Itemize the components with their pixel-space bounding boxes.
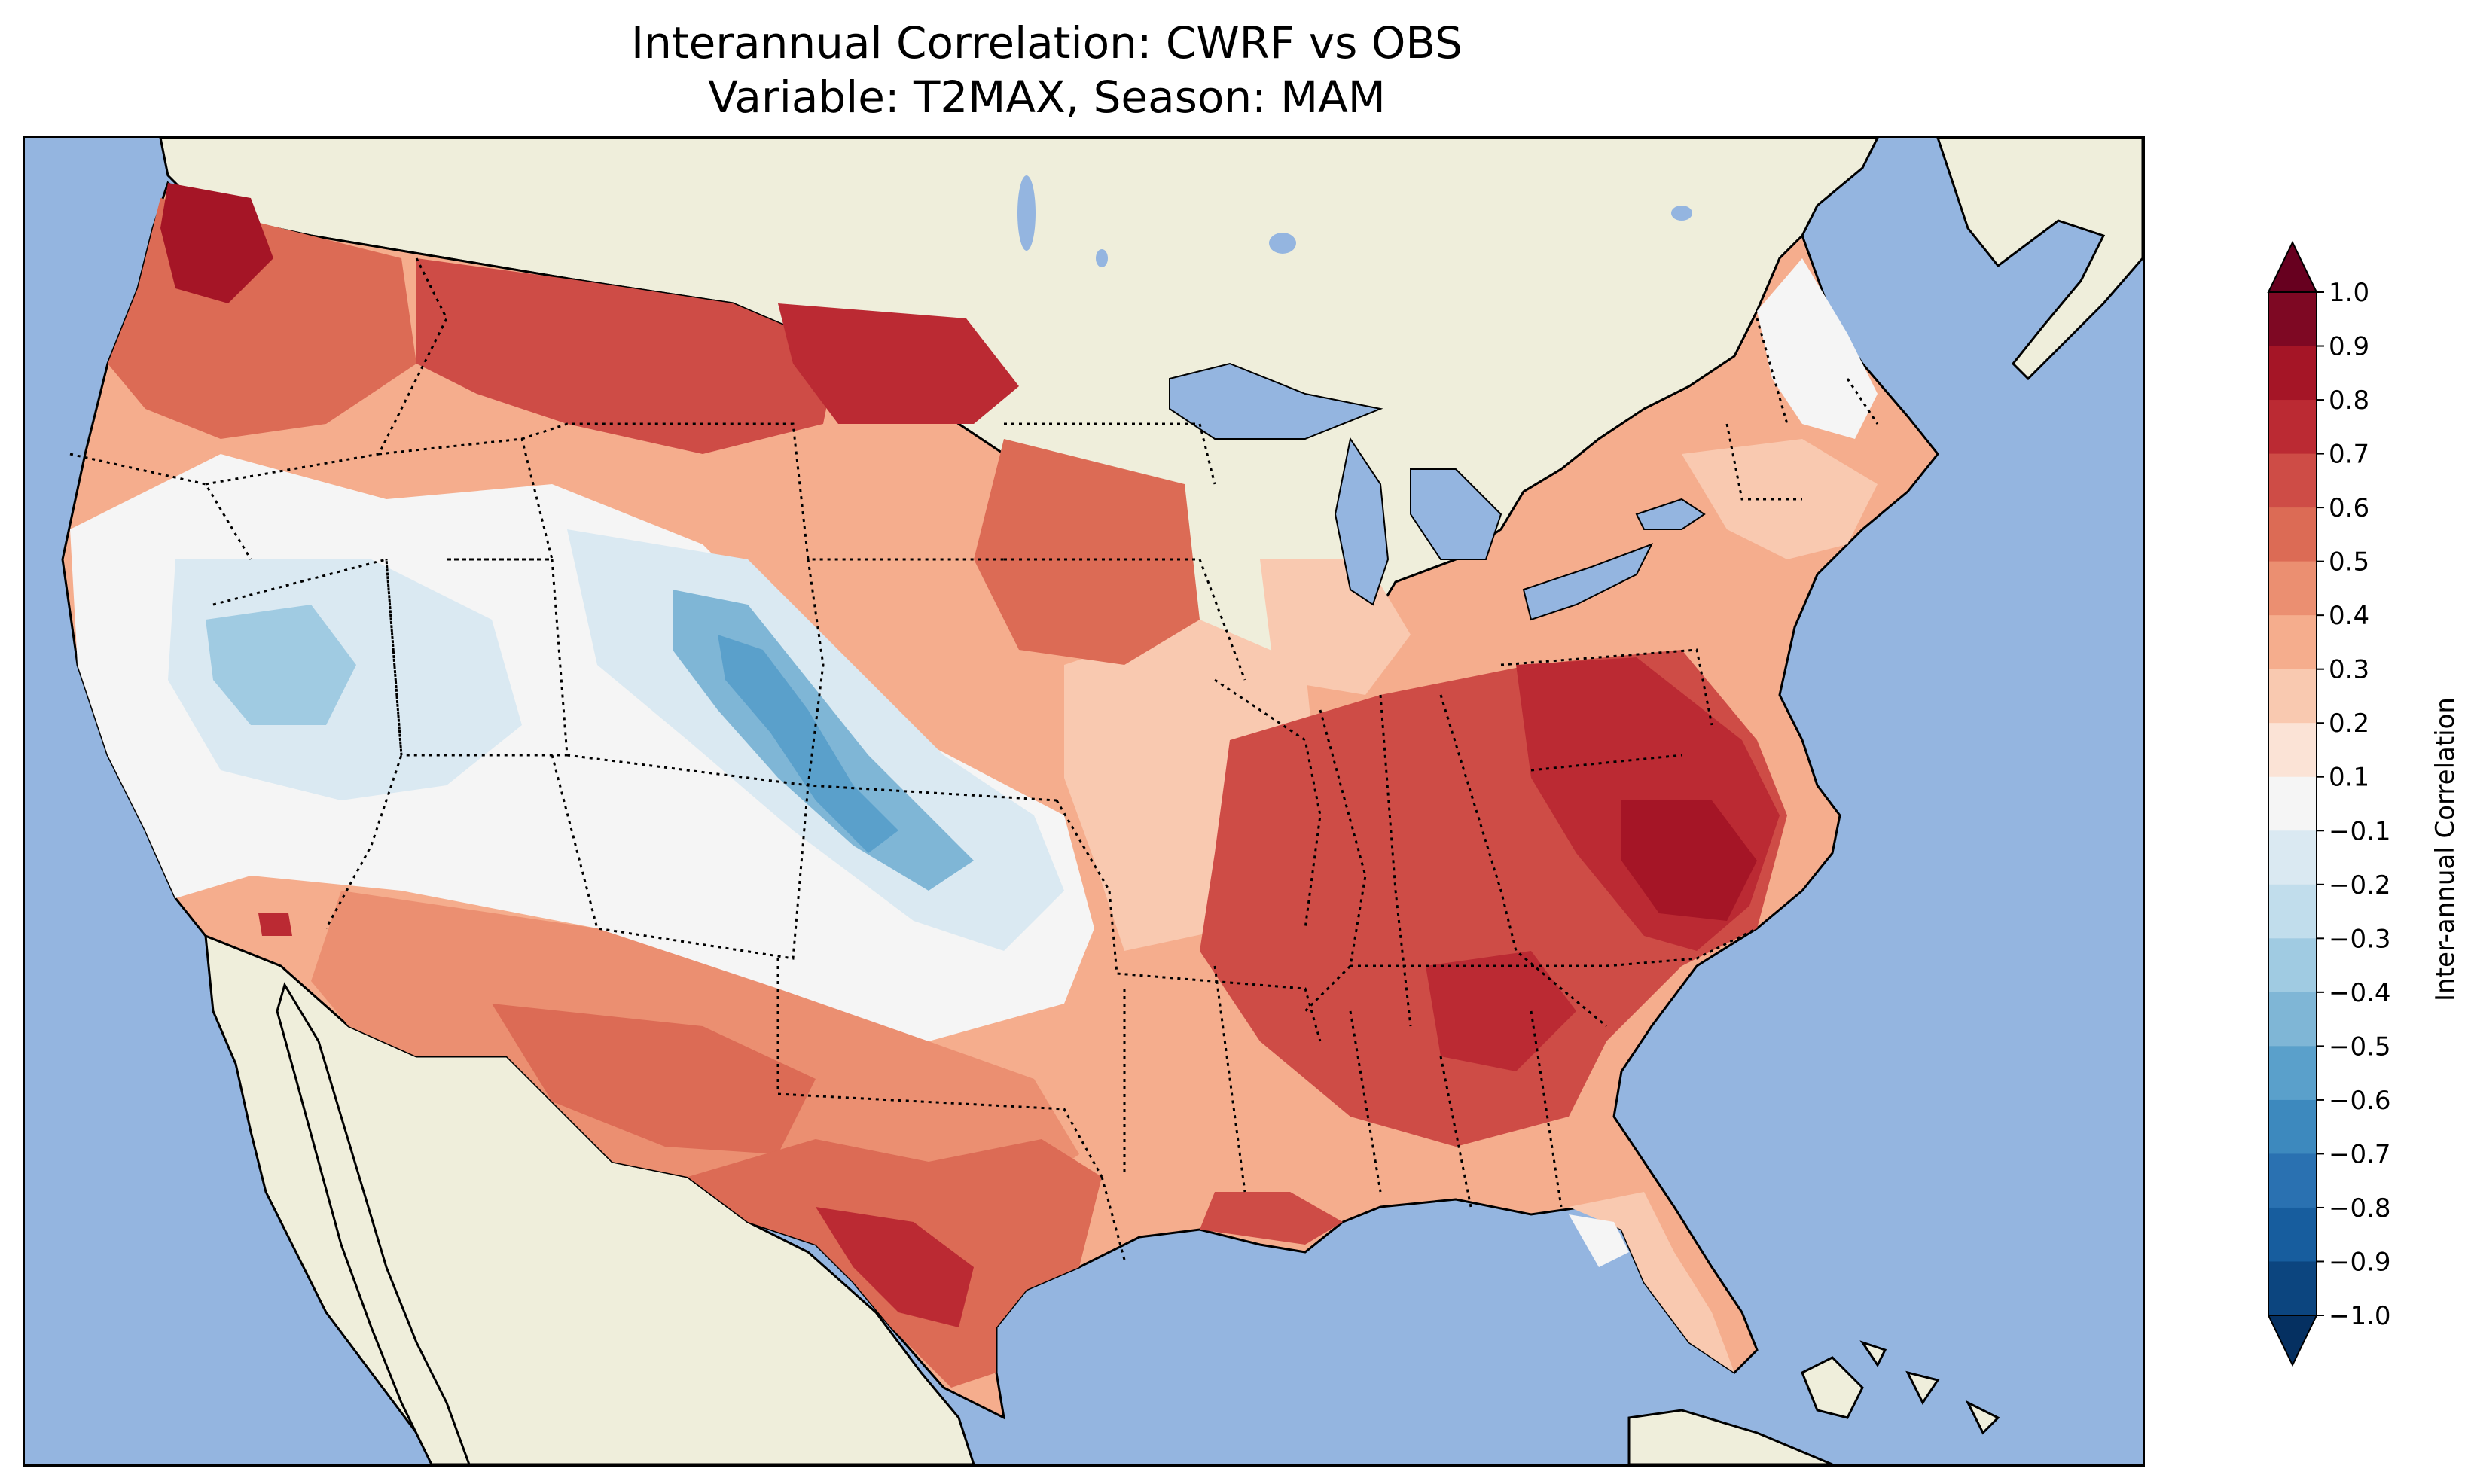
colorbar-swatch	[2268, 776, 2317, 831]
great-lakes	[1169, 362, 1706, 621]
colorbar-tick-label: 0.2	[2329, 708, 2369, 739]
colorbar-tick-label: −0.5	[2329, 1031, 2391, 1062]
colorbar-tick-label: 0.9	[2329, 332, 2369, 362]
colorbar-tick-label: −0.2	[2329, 870, 2391, 900]
colorbar-tick-label: 0.4	[2329, 601, 2369, 631]
colorbar-swatch	[2268, 400, 2317, 455]
mexico-east	[1627, 1409, 1833, 1464]
colorbar-label: Inter-annual Correlation	[2430, 697, 2460, 1001]
baja-land	[276, 982, 471, 1464]
colorbar-swatch	[2268, 561, 2317, 616]
colorbar-swatch	[2268, 507, 2317, 562]
colorbar-tick-label: −0.8	[2329, 1193, 2391, 1223]
colorbar-outline	[2268, 291, 2317, 1316]
colorbar-swatch	[2268, 1261, 2317, 1316]
colorbar-tick-label: −0.9	[2329, 1247, 2391, 1277]
map-svg	[25, 138, 2143, 1464]
canadian-lakes	[1017, 175, 1692, 267]
colorbar-swatch	[2268, 292, 2317, 347]
caribbean-islands	[1801, 1340, 2000, 1435]
colorbar-swatch	[2268, 992, 2317, 1047]
chart-title-line1: Interannual Correlation: CWRF vs OBS	[630, 17, 1463, 69]
colorbar-tick-label: −0.6	[2329, 1086, 2391, 1116]
colorbar-swatch	[2268, 1099, 2317, 1154]
colorbar-swatch	[2268, 346, 2317, 401]
correlation-field	[70, 183, 1878, 1388]
colorbar-swatch	[2268, 453, 2317, 508]
state-borders	[69, 257, 1879, 1260]
colorbar-extend-top	[2267, 240, 2318, 293]
colorbar-extend-bottom	[2267, 1315, 2318, 1367]
colorbar-tick-label: −0.1	[2329, 816, 2391, 846]
colorbar-swatch	[2268, 938, 2317, 993]
colorbar-tick-label: 0.5	[2329, 547, 2369, 577]
colorbar-tick-label: 0.1	[2329, 763, 2369, 793]
colorbar-swatch	[2268, 884, 2317, 939]
colorbar-tick-label: −1.0	[2329, 1301, 2391, 1331]
chart-title-line2: Variable: T2MAX, Season: MAM	[708, 72, 1386, 123]
colorbar-tick-label: −0.4	[2329, 978, 2391, 1008]
colorbar-swatch	[2268, 723, 2317, 778]
colorbar-swatch	[2268, 1046, 2317, 1101]
colorbar-ticks: 1.0 0.9 0.8 0.7 0.6 0.5 0.4 0.3 0.2 0.1 −0.1 −0.2 −0…	[2317, 278, 2391, 1331]
colorbar-swatch	[2268, 1153, 2317, 1208]
colorbar-swatch	[2268, 669, 2317, 724]
canada-maritimes	[1936, 138, 2143, 381]
colorbar-tick-label: −0.3	[2329, 924, 2391, 954]
colorbar-swatches	[2267, 240, 2318, 1367]
colorbar-tick-label: 1.0	[2329, 278, 2369, 308]
colorbar-tick-label: 0.6	[2329, 493, 2369, 523]
colorbar-tick-label: −0.7	[2329, 1139, 2391, 1169]
colorbar-swatch	[2268, 615, 2317, 670]
map-panel	[23, 136, 2145, 1467]
colorbar-swatch	[2268, 830, 2317, 885]
colorbar-tick-label: 0.3	[2329, 655, 2369, 685]
colorbar-tick-label: 0.8	[2329, 385, 2369, 416]
colorbar-swatch	[2268, 1207, 2317, 1262]
colorbar-tick-label: 0.7	[2329, 440, 2369, 470]
